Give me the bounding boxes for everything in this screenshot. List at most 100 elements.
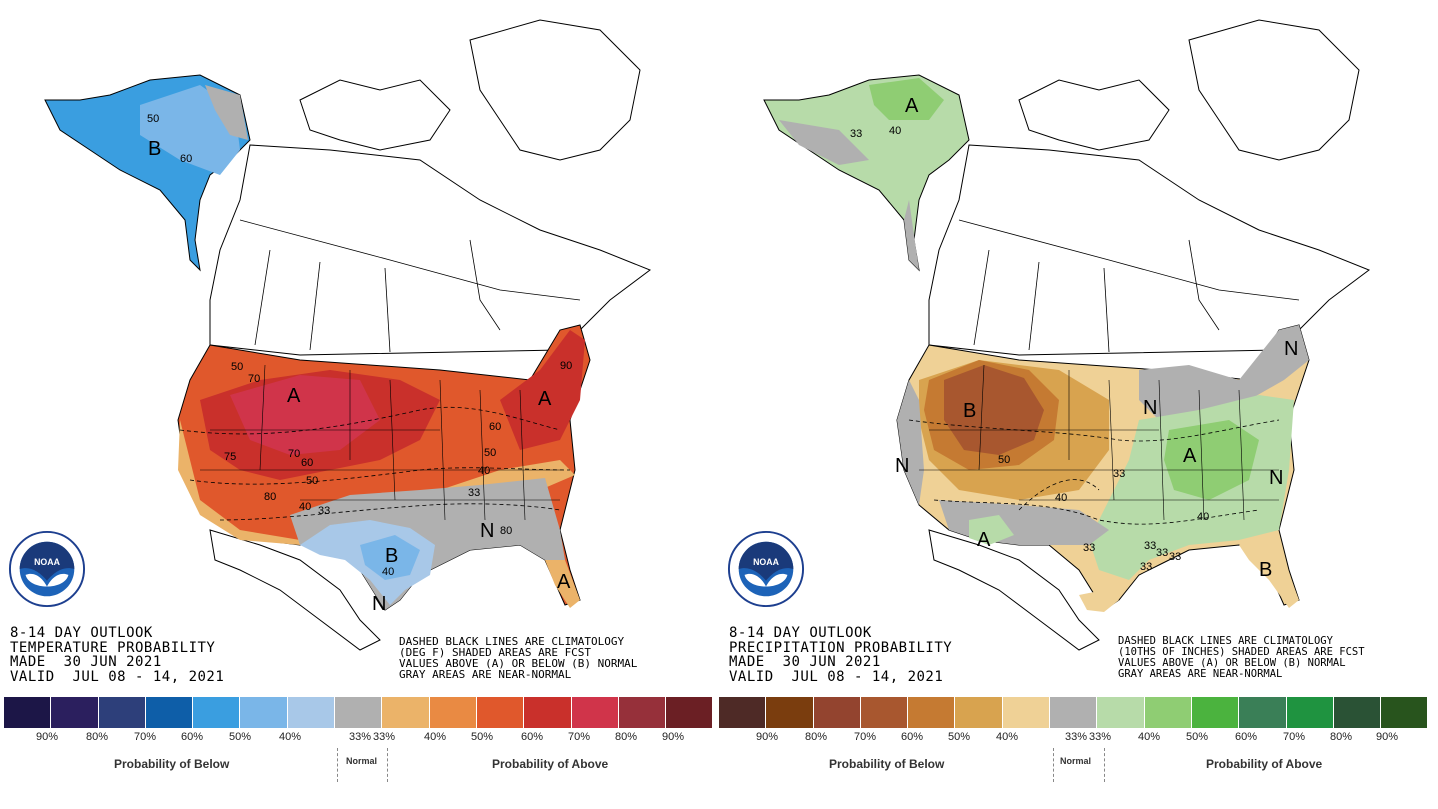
region-label: A	[1183, 445, 1197, 467]
region-label: A	[287, 385, 301, 407]
legend-tick-label: 33%	[1064, 731, 1088, 743]
region-label: B	[385, 545, 398, 567]
contour-label: 60	[489, 421, 501, 433]
temperature-panel: B A A B N N A 50 60 50 70 75 70 60 50 80…	[0, 19, 719, 782]
temperature-note: DASHED BLACK LINES ARE CLIMATOLOGY (DEG F…	[399, 635, 638, 681]
legend-tick-label: 50%	[947, 731, 971, 743]
legend-tick-label: 80%	[1329, 731, 1353, 743]
region-label: A	[557, 571, 571, 593]
temperature-legend-ticks: 90% 80% 70% 60% 50% 40% 33% 33% 40% 50% 60% 70% 80% 9…	[0, 731, 719, 745]
legend-swatch	[571, 697, 619, 728]
legend-tick-label: 40%	[995, 731, 1019, 743]
noaa-logo: NOAA	[8, 530, 86, 608]
legend-swatch	[335, 697, 383, 728]
legend-swatch	[719, 697, 767, 728]
legend-swatch	[666, 697, 714, 728]
legend-tick-label: 90%	[35, 731, 59, 743]
legend-swatch	[955, 697, 1003, 728]
contour-label: 70	[288, 448, 300, 460]
legend-tick-label: 40%	[423, 731, 447, 743]
region-label: A	[538, 388, 552, 410]
legend-swatch	[287, 697, 336, 728]
contour-label: 50	[231, 361, 243, 373]
legend-swatch	[51, 697, 99, 728]
legend-tick-label: 90%	[661, 731, 685, 743]
legend-tick-label: 50%	[228, 731, 252, 743]
region-label: A	[905, 95, 919, 117]
legend-tick-label: 70%	[1282, 731, 1306, 743]
contour-label: 33	[1169, 551, 1181, 563]
precipitation-note: DASHED BLACK LINES ARE CLIMATOLOGY (10THS…	[1118, 635, 1365, 680]
legend-swatch	[145, 697, 194, 728]
logo-text: NOAA	[753, 557, 779, 567]
caption-below: Probability of Below	[114, 757, 230, 771]
caption-above: Probability of Above	[1206, 757, 1323, 771]
region-label: B	[148, 138, 161, 160]
legend-tick-label: 90%	[1375, 731, 1399, 743]
contour-label: 70	[248, 373, 260, 385]
contour-label: 50	[306, 475, 318, 487]
legend-tick-label: 90%	[755, 731, 779, 743]
precipitation-legend	[719, 697, 1429, 728]
legend-swatch	[1144, 697, 1192, 728]
contour-label: 60	[180, 153, 192, 165]
contour-label: 40	[478, 465, 490, 477]
contour-label: 33	[468, 487, 480, 499]
legend-swatch	[1286, 697, 1334, 728]
legend-swatch	[813, 697, 861, 728]
legend-swatch	[1333, 697, 1382, 728]
caption-above: Probability of Above	[492, 757, 609, 771]
legend-tick-label: 80%	[85, 731, 109, 743]
contour-label: 80	[264, 491, 276, 503]
legend-swatch	[476, 697, 525, 728]
legend-tick-label: 80%	[614, 731, 638, 743]
legend-tick-label: 60%	[1234, 731, 1258, 743]
contour-label: 40	[889, 125, 901, 137]
legend-swatch	[1050, 697, 1098, 728]
temperature-title: 8-14 DAY OUTLOOK TEMPERATURE PROBABILITY M…	[10, 625, 225, 685]
temperature-map: B A A B N N A 50 60 50 70 75 70 60 50 80…	[44, 19, 652, 651]
legend-tick-label: 60%	[520, 731, 544, 743]
contour-label: 33	[1144, 540, 1156, 552]
legend-swatch	[766, 697, 814, 728]
precipitation-map: A B N N A A N N B 33 40 50 40 33 40 33 3…	[763, 19, 1371, 651]
legend-tick-label: 70%	[853, 731, 877, 743]
legend-tick-label: 40%	[1137, 731, 1161, 743]
canada-outline	[209, 144, 652, 356]
contour-label: 90	[560, 360, 572, 372]
legend-swatch	[98, 697, 146, 728]
legend-swatch	[860, 697, 909, 728]
legend-swatch	[618, 697, 667, 728]
contour-label: 75	[224, 451, 236, 463]
noaa-logo: NOAA	[727, 530, 805, 608]
caption-below: Probability of Below	[829, 757, 945, 771]
legend-swatch	[429, 697, 477, 728]
legend-swatch	[382, 697, 430, 728]
legend-divider	[1104, 748, 1105, 782]
legend-swatch	[908, 697, 956, 728]
region-label: N	[1284, 338, 1298, 360]
contour-label: 33	[1083, 542, 1095, 554]
region-label: N	[1143, 397, 1157, 419]
contour-label: 60	[301, 457, 313, 469]
logo-text: NOAA	[34, 557, 60, 567]
legend-tick-label: 80%	[804, 731, 828, 743]
canada-arctic-islands	[299, 79, 451, 151]
legend-swatch	[1239, 697, 1287, 728]
legend-tick-label: 60%	[900, 731, 924, 743]
contour-label: 40	[299, 501, 311, 513]
legend-tick-label: 60%	[180, 731, 204, 743]
legend-tick-label: 40%	[278, 731, 302, 743]
mexico-outline	[209, 529, 381, 651]
contour-label: 33	[1156, 547, 1168, 559]
region-label: N	[1269, 467, 1283, 489]
legend-divider	[337, 748, 338, 782]
contour-label: 33	[1140, 561, 1152, 573]
legend-swatch	[240, 697, 288, 728]
legend-swatch	[4, 697, 52, 728]
legend-divider	[387, 748, 388, 782]
legend-swatch	[524, 697, 572, 728]
precipitation-legend-ticks: 90% 80% 70% 60% 50% 40% 33% 33% 40% 50% 60% 70% 80% 9…	[719, 731, 1438, 745]
region-label: N	[372, 593, 386, 615]
greenland-outline	[469, 19, 641, 161]
